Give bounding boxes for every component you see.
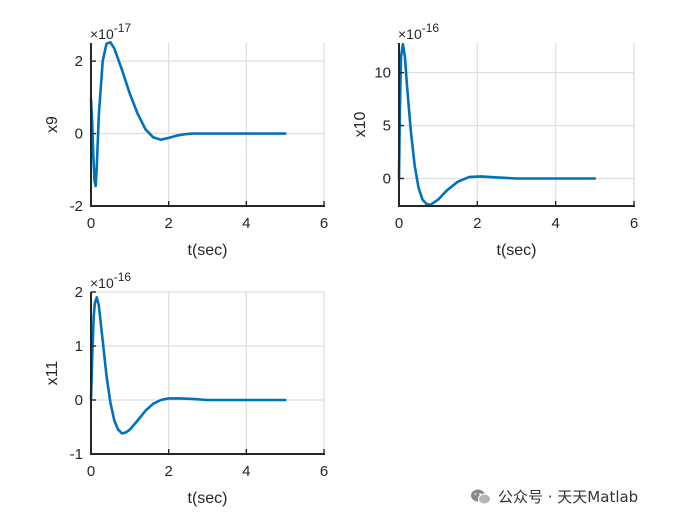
x-tick-label: 4: [242, 463, 250, 480]
x-tick-label: 0: [87, 463, 95, 480]
y-tick-label: 0: [75, 392, 83, 409]
x-tick-label: 4: [551, 215, 559, 232]
x-tick-label: 6: [320, 463, 328, 480]
y-tick-label: 1: [75, 338, 83, 355]
y-axis-label: x9: [44, 116, 61, 133]
series-line: [89, 40, 287, 188]
wechat-icon: [471, 489, 491, 504]
watermark-text: 公众号 · 天天Matlab: [498, 488, 639, 506]
x-axis-label: t(sec): [497, 242, 537, 259]
subplot-2: 0 2 4 6 0 5 10 t(sec) x10 ×10-16: [352, 21, 638, 259]
x-tick-label: 2: [164, 215, 172, 232]
y-axis-label: x11: [44, 361, 61, 386]
x-axis-label: t(sec): [188, 490, 228, 507]
x-tick-label: 0: [87, 215, 95, 232]
x-tick-label: 2: [164, 463, 172, 480]
series-line: [89, 296, 287, 435]
x-tick-label: 6: [630, 215, 638, 232]
x-tick-label: 0: [395, 215, 403, 232]
y-tick-label: 2: [75, 284, 83, 301]
y-tick-label: 5: [383, 118, 391, 135]
x-tick-label: 6: [320, 215, 328, 232]
y-tick-label: 0: [75, 126, 83, 143]
y-tick-label: 2: [75, 53, 83, 70]
y-tick-label: -2: [70, 198, 83, 215]
y-tick-label: 10: [374, 65, 391, 82]
exponent-label: ×10-16: [398, 21, 439, 42]
x-tick-label: 4: [242, 215, 250, 232]
series-line: [397, 42, 597, 207]
y-tick-label: 0: [383, 170, 391, 187]
exponent-label: ×10-16: [90, 270, 131, 291]
watermark: 公众号 · 天天Matlab: [470, 486, 638, 507]
y-axis-label: x10: [352, 112, 369, 138]
x-tick-label: 2: [473, 215, 481, 232]
x-axis-label: t(sec): [188, 242, 228, 259]
y-tick-label: -1: [70, 446, 83, 463]
exponent-label: ×10-17: [90, 21, 131, 42]
